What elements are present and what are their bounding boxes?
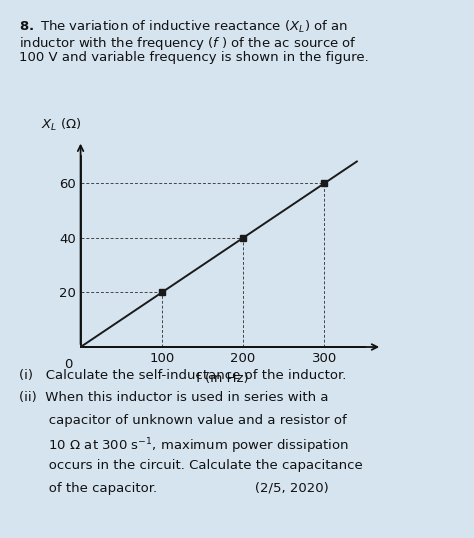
Text: 100 V and variable frequency is shown in the figure.: 100 V and variable frequency is shown in… bbox=[19, 51, 369, 64]
Text: occurs in the circuit. Calculate the capacitance: occurs in the circuit. Calculate the cap… bbox=[19, 459, 363, 472]
Text: $X_L\ (\Omega)$: $X_L\ (\Omega)$ bbox=[41, 117, 82, 133]
Text: inductor with the frequency ($f$ ) of the ac source of: inductor with the frequency ($f$ ) of th… bbox=[19, 35, 357, 52]
X-axis label: f (in Hz): f (in Hz) bbox=[196, 372, 249, 385]
Text: (i)   Calculate the self-inductance of the inductor.: (i) Calculate the self-inductance of the… bbox=[19, 369, 346, 381]
Text: (ii)  When this inductor is used in series with a: (ii) When this inductor is used in serie… bbox=[19, 391, 328, 404]
Text: $\mathbf{8.}$ The variation of inductive reactance ($X_L$) of an: $\mathbf{8.}$ The variation of inductive… bbox=[19, 19, 348, 35]
Text: 0: 0 bbox=[64, 358, 72, 371]
Text: 10 $\Omega$ at 300 s$^{-1}$, maximum power dissipation: 10 $\Omega$ at 300 s$^{-1}$, maximum pow… bbox=[19, 436, 349, 456]
Text: of the capacitor.                       (2/5, 2020): of the capacitor. (2/5, 2020) bbox=[19, 482, 328, 494]
Text: capacitor of unknown value and a resistor of: capacitor of unknown value and a resisto… bbox=[19, 414, 346, 427]
